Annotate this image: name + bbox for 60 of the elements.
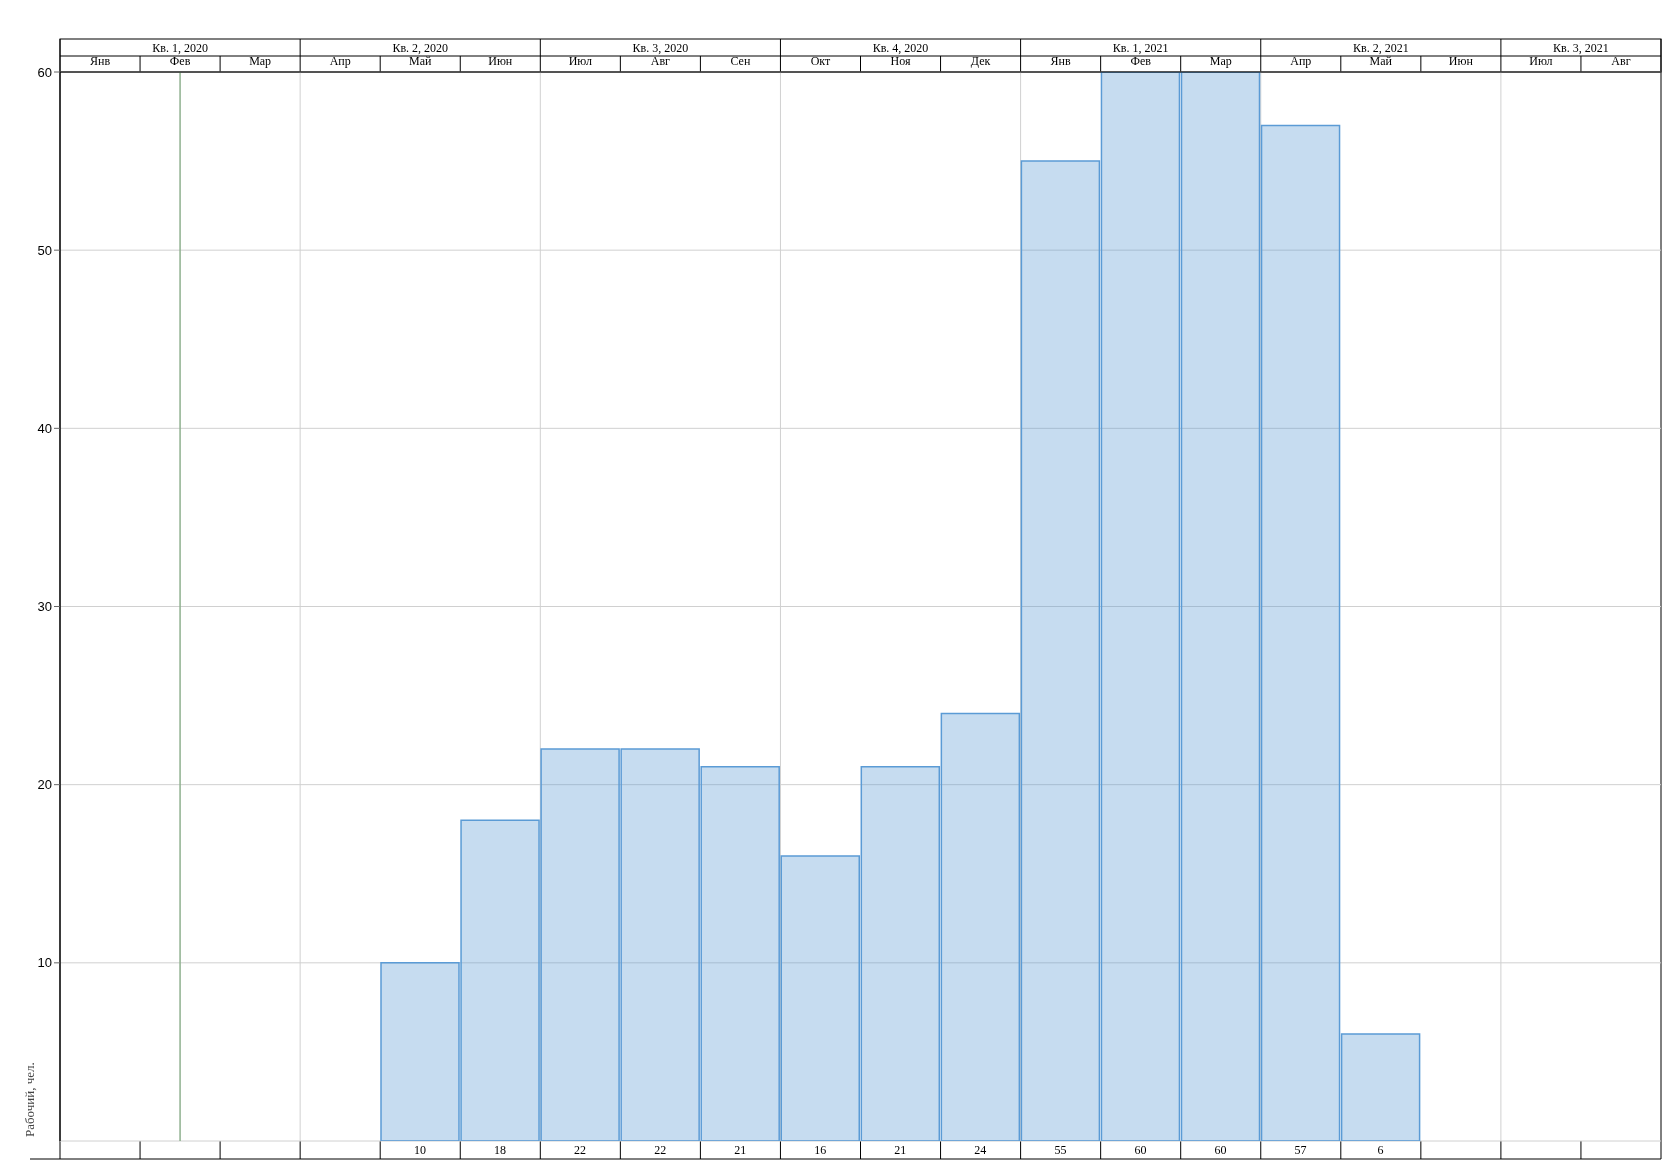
bar [1260,124,1341,1141]
bar [1340,1033,1421,1141]
data-label: 21 [734,1143,747,1157]
data-label: 24 [974,1143,987,1157]
data-label: 22 [654,1143,667,1157]
text: Кв. 3, 2020 [632,41,689,55]
x-tick-label: Сен [730,54,751,68]
text: Кв. 1, 2021 [1112,41,1169,55]
text: Кв. 3, 2021 [1553,41,1609,55]
data-label: 55 [1054,1143,1067,1157]
bar [860,766,941,1141]
x-tick-label: Июн [1448,54,1474,68]
text: Кв. 2, 2020 [392,41,449,55]
y-tick-label: 10 [37,955,52,971]
data-label: 22 [574,1143,587,1157]
bar [380,962,460,1141]
bar [540,748,620,1141]
y-tick-label: 30 [37,599,52,615]
bar [780,855,860,1141]
x-tick-label: Авг [650,54,671,68]
data-label: 21 [894,1143,907,1157]
x-tick-label: Авг [1611,54,1631,68]
bar [460,819,540,1141]
x-tick-label: Мар [249,54,272,68]
bar [1100,72,1181,1141]
bar [1020,160,1101,1141]
y-tick-label: 40 [37,420,52,436]
x-tick-label: Мар [1209,54,1232,68]
text: Кв. 1, 2020 [152,41,208,55]
data-label: 16 [814,1143,827,1157]
bar [700,766,780,1141]
x-tick-label: Фев [169,54,191,68]
data-label: 60 [1134,1143,1147,1157]
x-tick-label: Апр [329,54,351,68]
data-label: 10 [414,1143,426,1157]
x-tick-label: Май [409,54,433,68]
bar [620,748,700,1141]
y-tick-label: 20 [37,777,52,793]
x-tick-label: Апр [1290,54,1312,68]
bar [940,712,1021,1141]
data-label: 18 [494,1143,507,1157]
y-tick-label: 50 [37,242,52,258]
bar [1180,72,1261,1141]
x-tick-label: Янв [89,54,111,68]
y-axis-title: Рабочий, чел. [22,1062,37,1137]
x-tick-label: Июн [488,54,513,68]
text: Кв. 4, 2020 [872,41,929,55]
x-tick-label: Фев [1130,54,1152,68]
y-tick-label: 60 [37,64,52,80]
x-tick-label: Дек [970,54,991,68]
text: Кв. 2, 2021 [1352,41,1409,55]
x-tick-label: Май [1369,54,1393,68]
x-tick-label: Ноя [890,54,911,68]
x-tick-label: Окт [810,54,832,68]
x-tick-label: Янв [1050,54,1071,68]
data-label: 60 [1214,1143,1227,1157]
data-label: 6 [1377,1143,1384,1157]
data-label: 57 [1294,1143,1307,1157]
x-tick-label: Июл [568,54,592,68]
x-tick-label: Июл [1529,54,1553,68]
